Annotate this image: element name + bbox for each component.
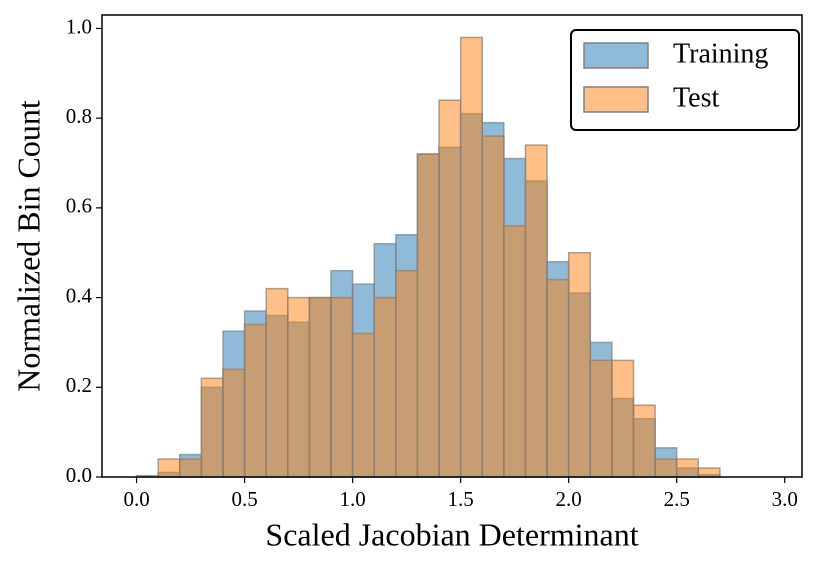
bar bbox=[265, 287, 289, 478]
legend-swatch bbox=[583, 42, 649, 69]
x-tick-label: 1.5 bbox=[448, 487, 474, 511]
y-tick-label: 0.8 bbox=[66, 104, 92, 128]
bar bbox=[697, 467, 721, 478]
bar bbox=[200, 377, 224, 478]
y-axis-label: Normalized Bin Count bbox=[10, 100, 46, 392]
bar bbox=[395, 269, 419, 478]
bar bbox=[179, 458, 203, 478]
bar bbox=[589, 359, 613, 478]
bar bbox=[654, 458, 678, 478]
bar bbox=[459, 36, 483, 478]
bar bbox=[287, 296, 311, 478]
bar bbox=[503, 225, 527, 478]
y-tick-label: 0.4 bbox=[66, 283, 93, 307]
bar bbox=[416, 153, 440, 478]
bar bbox=[611, 359, 635, 478]
x-tick-label: 2.0 bbox=[556, 487, 582, 511]
bar bbox=[438, 99, 462, 478]
x-tick-label: 3.0 bbox=[772, 487, 798, 511]
x-tick-label: 2.5 bbox=[664, 487, 690, 511]
bar bbox=[308, 296, 332, 478]
bar bbox=[481, 135, 505, 478]
plot-frame bbox=[101, 14, 803, 478]
bar bbox=[222, 368, 246, 478]
legend-label: Training bbox=[673, 38, 768, 69]
bar bbox=[157, 458, 181, 478]
bar bbox=[351, 332, 375, 478]
bar bbox=[330, 296, 354, 478]
x-tick-label: 0.5 bbox=[231, 487, 257, 511]
bar bbox=[524, 144, 548, 478]
y-tick-label: 0.2 bbox=[66, 373, 92, 397]
bar bbox=[546, 278, 570, 478]
bar bbox=[243, 323, 267, 478]
legend-swatch bbox=[583, 86, 649, 113]
bar bbox=[373, 296, 397, 478]
y-tick-label: 1.0 bbox=[66, 14, 92, 38]
x-tick-label: 0.0 bbox=[123, 487, 149, 511]
x-tick-label: 1.0 bbox=[339, 487, 365, 511]
bar bbox=[567, 251, 592, 478]
bar bbox=[632, 404, 656, 478]
x-axis-label: Scaled Jacobian Determinant bbox=[265, 516, 638, 552]
bar bbox=[675, 458, 700, 478]
y-tick-label: 0.6 bbox=[66, 194, 92, 218]
legend-label: Test bbox=[673, 82, 719, 113]
y-tick-label: 0.0 bbox=[66, 463, 92, 487]
